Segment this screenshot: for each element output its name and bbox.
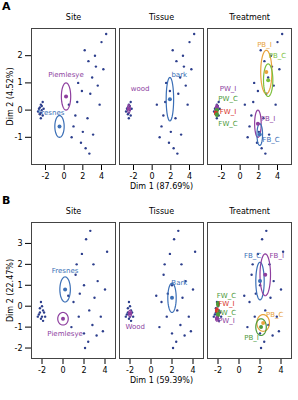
svg-text:4: 4 [99, 172, 104, 181]
svg-text:0: 0 [148, 366, 153, 375]
svg-text:-1: -1 [15, 133, 23, 142]
svg-text:Piemlesye: Piemlesye [47, 330, 83, 338]
html-text:A: A [2, 0, 11, 13]
svg-text:2: 2 [17, 51, 22, 60]
svg-text:3: 3 [17, 239, 22, 248]
svg-text:FB_I: FB_I [270, 252, 284, 260]
svg-text:1: 1 [17, 78, 22, 87]
svg-text:-2: -2 [130, 172, 138, 181]
svg-text:PB_C: PB_C [269, 52, 287, 60]
svg-text:-2: -2 [126, 366, 134, 375]
svg-text:Piemlesye: Piemlesye [48, 71, 84, 79]
svg-text:FB_I: FB_I [261, 115, 275, 123]
svg-text:4: 4 [190, 366, 195, 375]
svg-text:FW_I: FW_I [220, 108, 237, 116]
svg-text:PW_C: PW_C [217, 309, 237, 317]
svg-text:2: 2 [168, 172, 173, 181]
svg-text:0: 0 [17, 302, 22, 311]
svg-text:2: 2 [17, 260, 22, 269]
svg-text:wood: wood [131, 85, 150, 93]
svg-text:-2: -2 [38, 366, 46, 375]
svg-text:PB_C: PB_C [266, 311, 284, 319]
svg-text:PW_I: PW_I [220, 85, 237, 93]
svg-text:FB_C: FB_C [244, 252, 261, 260]
svg-text:0: 0 [238, 172, 243, 181]
svg-text:Tissue: Tissue [148, 207, 174, 216]
html-text:B: B [2, 194, 11, 207]
svg-text:2: 2 [80, 172, 85, 181]
svg-text:FW_C: FW_C [218, 120, 237, 128]
svg-text:2: 2 [256, 172, 261, 181]
svg-text:Site: Site [66, 207, 81, 216]
svg-text:-2: -2 [42, 172, 50, 181]
svg-text:PW_C: PW_C [218, 95, 238, 103]
svg-text:Dim 2 (4.52%): Dim 2 (4.52%) [6, 67, 15, 125]
svg-text:bark: bark [171, 71, 188, 79]
svg-text:Dim 1 (59.39%): Dim 1 (59.39%) [130, 376, 193, 385]
svg-text:Treatment: Treatment [228, 207, 270, 216]
svg-text:Fresnes: Fresnes [38, 109, 65, 117]
svg-text:4: 4 [187, 172, 192, 181]
svg-text:-2: -2 [15, 344, 23, 353]
svg-text:Bark: Bark [171, 279, 188, 287]
svg-text:4: 4 [102, 366, 107, 375]
svg-text:Dim 1 (87.69%): Dim 1 (87.69%) [130, 182, 193, 191]
svg-text:Dim 2 (22.47%): Dim 2 (22.47%) [6, 259, 15, 322]
svg-text:PB_I: PB_I [257, 41, 272, 49]
svg-text:2: 2 [257, 366, 262, 375]
svg-text:Tissue: Tissue [148, 13, 174, 22]
svg-text:0: 0 [60, 366, 65, 375]
svg-text:FW_C: FW_C [217, 292, 236, 300]
svg-text:2: 2 [169, 366, 174, 375]
svg-text:-2: -2 [218, 172, 226, 181]
svg-text:Treatment: Treatment [228, 13, 270, 22]
svg-text:-1: -1 [15, 323, 23, 332]
svg-text:0: 0 [17, 106, 22, 115]
svg-text:-2: -2 [214, 366, 222, 375]
svg-text:FW_I: FW_I [218, 300, 235, 308]
svg-text:0: 0 [62, 172, 67, 181]
svg-text:4: 4 [275, 172, 280, 181]
svg-text:Fresnes: Fresnes [52, 267, 79, 275]
svg-text:0: 0 [150, 172, 155, 181]
svg-text:2: 2 [81, 366, 86, 375]
svg-text:PB_I: PB_I [244, 334, 259, 342]
svg-text:PW_I: PW_I [218, 317, 235, 325]
svg-text:Wood: Wood [125, 323, 145, 331]
svg-text:Site: Site [66, 13, 81, 22]
svg-text:FB_C: FB_C [262, 136, 279, 144]
svg-text:1: 1 [17, 281, 22, 290]
svg-text:0: 0 [236, 366, 241, 375]
svg-text:4: 4 [278, 366, 283, 375]
